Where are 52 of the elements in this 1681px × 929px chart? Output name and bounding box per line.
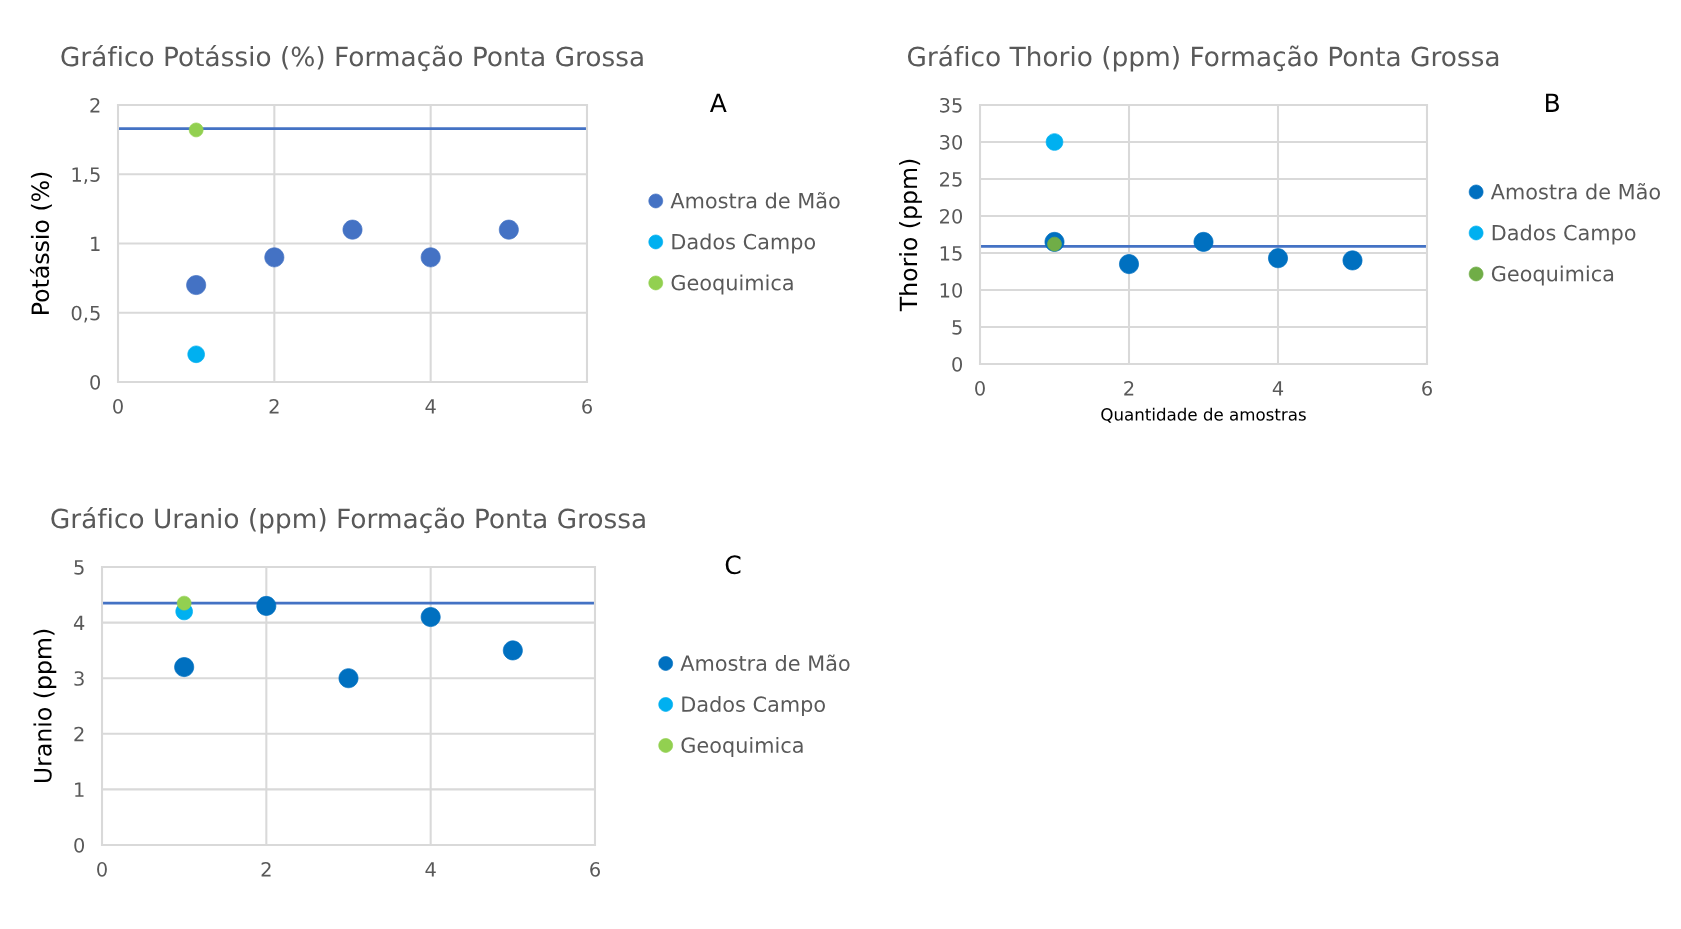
- x-tick-label: 2: [1124, 381, 1134, 396]
- point: [1045, 133, 1064, 151]
- x-tick-label: 4: [1272, 381, 1284, 396]
- y-tick-label: 5: [74, 560, 84, 575]
- y-tick-label: 0: [74, 837, 85, 853]
- point: [342, 219, 363, 240]
- y-axis-title: Thorio (ppm): [899, 159, 922, 312]
- y-tick-label: 15: [940, 246, 962, 261]
- legend-label: Dados Campo: [1492, 224, 1636, 245]
- y-tick-label: 4: [73, 615, 85, 630]
- y-tick-label: 5: [952, 320, 962, 335]
- y-axis-title: Uranio (ppm): [33, 629, 57, 783]
- x-tick-label: 2: [269, 399, 279, 414]
- y-tick-label: 1,5: [72, 167, 100, 184]
- chart-title: Gráfico Potássio (%) Formação Ponta Grossa: [61, 45, 643, 72]
- legend-label: Geoquimica: [681, 736, 803, 758]
- y-tick-label: 3: [74, 671, 84, 686]
- chart-title: Gráfico Thorio (ppm) Formação Ponta Grossa: [907, 45, 1499, 72]
- legend-label: Dados Campo: [682, 695, 825, 717]
- y-tick-label: 20: [940, 208, 963, 224]
- y-tick-label: 1: [75, 782, 84, 797]
- y-tick-label: 25: [940, 171, 962, 187]
- point: [338, 668, 359, 689]
- y-tick-label: 0,5: [71, 305, 100, 323]
- text: A: [709, 93, 727, 112]
- legend-label: Amostra de Mão: [670, 192, 840, 209]
- y-tick-label: 2: [90, 97, 100, 113]
- x-tick-label: 2: [261, 862, 271, 877]
- legend-label: Geoquimica: [671, 274, 793, 295]
- x-tick-label: 4: [425, 862, 436, 877]
- text: B: [1546, 93, 1559, 112]
- y-axis-title: Potássio (%): [29, 172, 52, 314]
- legend-label: Geoquimica: [1491, 265, 1614, 286]
- y-tick-label: 0: [952, 356, 963, 372]
- y-tick-label: 1: [91, 236, 100, 251]
- x-tick-label: 6: [590, 862, 600, 877]
- y-tick-label: 35: [940, 97, 962, 113]
- legend-label: Dados Campo: [672, 233, 816, 254]
- x-tick-label: 6: [582, 399, 592, 414]
- chart-title: Gráfico Uranio (ppm) Formação Ponta Grossa: [51, 507, 645, 534]
- y-tick-label: 10: [940, 282, 963, 298]
- point: [176, 595, 192, 611]
- x-axis-title: Quantidade de amostras: [1101, 407, 1306, 423]
- x-tick-label: 0: [113, 399, 123, 414]
- text: C: [725, 555, 741, 575]
- legend-label: Amostra de Mão: [680, 654, 850, 672]
- y-tick-label: 30: [940, 134, 963, 150]
- legend-label: Amostra de Mão: [1490, 183, 1660, 200]
- x-tick-label: 0: [975, 381, 985, 396]
- x-tick-label: 6: [1422, 381, 1432, 396]
- x-tick-label: 4: [425, 399, 436, 414]
- y-tick-label: 2: [74, 726, 84, 742]
